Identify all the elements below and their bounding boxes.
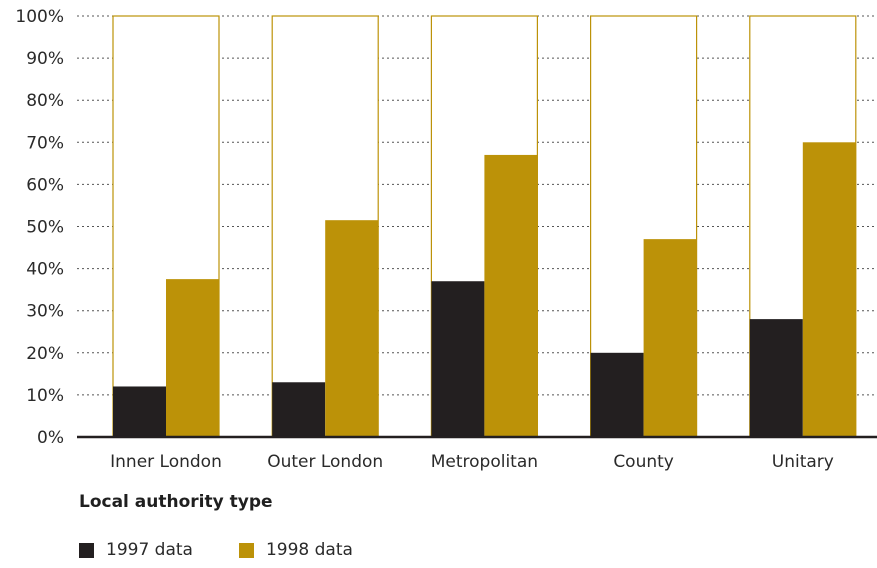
legend-label-1997: 1997 data [106,540,193,560]
bar-1998-data [643,239,697,437]
bar-1997-data [590,352,644,437]
x-category-label: Metropolitan [431,452,538,472]
y-axis-ticks: 0% 10% 20% 30% 40% 50% 60% 70% 80% 90% 100% [15,7,64,448]
y-tick-label: 50% [26,218,64,238]
bar-1997-data [272,382,326,437]
bar-1998-data [325,220,379,437]
x-category-label: Inner London [110,452,222,472]
bar-1998-data [166,279,219,437]
x-category-label: County [613,452,674,472]
bar-1997-data [431,281,485,437]
bar-1998-data [802,142,856,438]
y-tick-label: 90% [26,49,64,69]
legend-label-1998: 1998 data [265,540,353,560]
bar-1997-data [749,319,803,437]
y-tick-label: 0% [37,428,64,448]
x-axis-title: Local authority type [79,492,273,512]
x-axis-labels: Inner London Outer London Metropolitan Coun… [110,452,834,472]
y-tick-label: 100% [15,7,64,27]
y-tick-label: 80% [26,91,64,111]
bar-chart: 0% 10% 20% 30% 40% 50% 60% 70% 80% 90% 100% Inner … [15,7,877,472]
legend: 1997 data 1998 data [79,540,399,560]
bar-1998-data [484,154,538,437]
x-category-label: Outer London [267,452,383,472]
y-tick-label: 30% [26,302,64,322]
y-tick-label: 40% [26,260,64,280]
y-tick-label: 20% [26,344,64,364]
legend-swatch-1998 [238,542,254,558]
legend-swatch-1997 [79,542,94,558]
legend-item-1998: 1998 data [238,540,353,560]
y-tick-label: 10% [26,386,64,406]
bars [112,15,857,438]
x-category-label: Unitary [772,452,834,472]
bar-1997-data [113,386,166,437]
y-tick-label: 60% [26,175,64,195]
y-tick-label: 70% [26,133,64,153]
legend-item-1997: 1997 data [79,540,193,560]
